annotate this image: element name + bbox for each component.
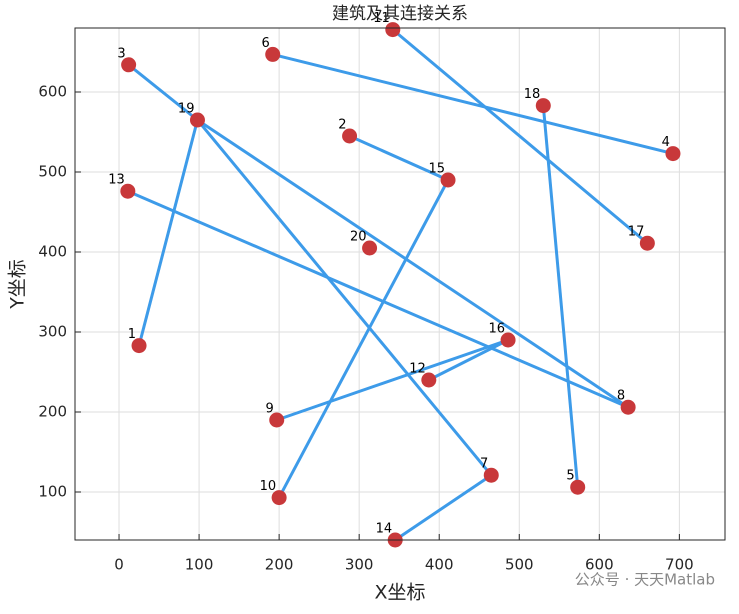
point — [269, 412, 285, 428]
point — [421, 372, 437, 388]
point — [535, 98, 551, 114]
x-tick-label: 0 — [114, 556, 124, 574]
y-tick-label: 600 — [38, 83, 67, 101]
link — [394, 473, 493, 542]
point — [440, 172, 456, 188]
point — [189, 112, 205, 128]
point-label: 11 — [373, 11, 390, 26]
axes-box — [74, 27, 726, 541]
point — [570, 479, 586, 495]
x-tick-label: 600 — [585, 556, 614, 574]
point — [362, 240, 378, 256]
point-label: 2 — [338, 118, 346, 133]
point-label: 20 — [350, 230, 367, 245]
link — [196, 119, 493, 477]
point-label: 10 — [260, 479, 277, 494]
point-label: 14 — [376, 522, 393, 537]
link — [137, 119, 199, 346]
y-tick-label: 100 — [38, 483, 67, 501]
x-tick-label: 500 — [505, 556, 534, 574]
point-label: 7 — [480, 457, 488, 472]
x-tick-label: 200 — [265, 556, 294, 574]
point — [120, 183, 136, 199]
point — [639, 235, 655, 251]
x-tick-label: 400 — [425, 556, 454, 574]
link — [541, 105, 580, 488]
link — [272, 52, 674, 156]
point-label: 9 — [265, 402, 273, 417]
point-label: 17 — [628, 225, 645, 240]
link — [391, 28, 649, 245]
link — [127, 189, 629, 409]
link — [196, 118, 629, 409]
link — [348, 134, 449, 182]
point-label: 15 — [428, 162, 445, 177]
x-axis-label: X坐标 — [374, 582, 425, 604]
x-tick-label: 100 — [185, 556, 214, 574]
y-tick-label: 200 — [38, 403, 67, 421]
chart-title: 建筑及其连接关系 — [332, 4, 468, 24]
point-label: 12 — [409, 362, 426, 377]
point-label: 1 — [128, 327, 136, 342]
link — [277, 179, 450, 499]
point — [620, 399, 636, 415]
y-axis-label: Y坐标 — [7, 259, 29, 310]
link — [428, 338, 509, 382]
point — [265, 46, 281, 62]
point — [342, 128, 358, 144]
y-tick-label: 400 — [38, 243, 67, 261]
point — [271, 490, 287, 506]
link — [127, 63, 199, 122]
point-label: 16 — [489, 322, 506, 337]
point-label: 18 — [524, 87, 541, 102]
point — [385, 22, 401, 38]
point-label: 3 — [117, 46, 125, 61]
y-tick-label: 500 — [38, 163, 67, 181]
link — [276, 338, 509, 422]
x-tick-label: 700 — [665, 556, 694, 574]
point-label: 6 — [261, 36, 269, 51]
point — [131, 338, 147, 354]
x-tick-label: 300 — [345, 556, 374, 574]
point — [500, 332, 516, 348]
point-label: 4 — [662, 135, 670, 150]
point-label: 5 — [566, 469, 574, 484]
watermark: 公众号 · 天天Matlab — [575, 571, 715, 589]
point-label: 13 — [108, 173, 125, 188]
plot-area — [75, 28, 725, 540]
point — [483, 467, 499, 483]
y-tick-label: 300 — [38, 323, 67, 341]
point — [665, 146, 681, 162]
point-label: 19 — [178, 102, 195, 117]
point-label: 8 — [617, 389, 625, 404]
point — [121, 57, 137, 73]
